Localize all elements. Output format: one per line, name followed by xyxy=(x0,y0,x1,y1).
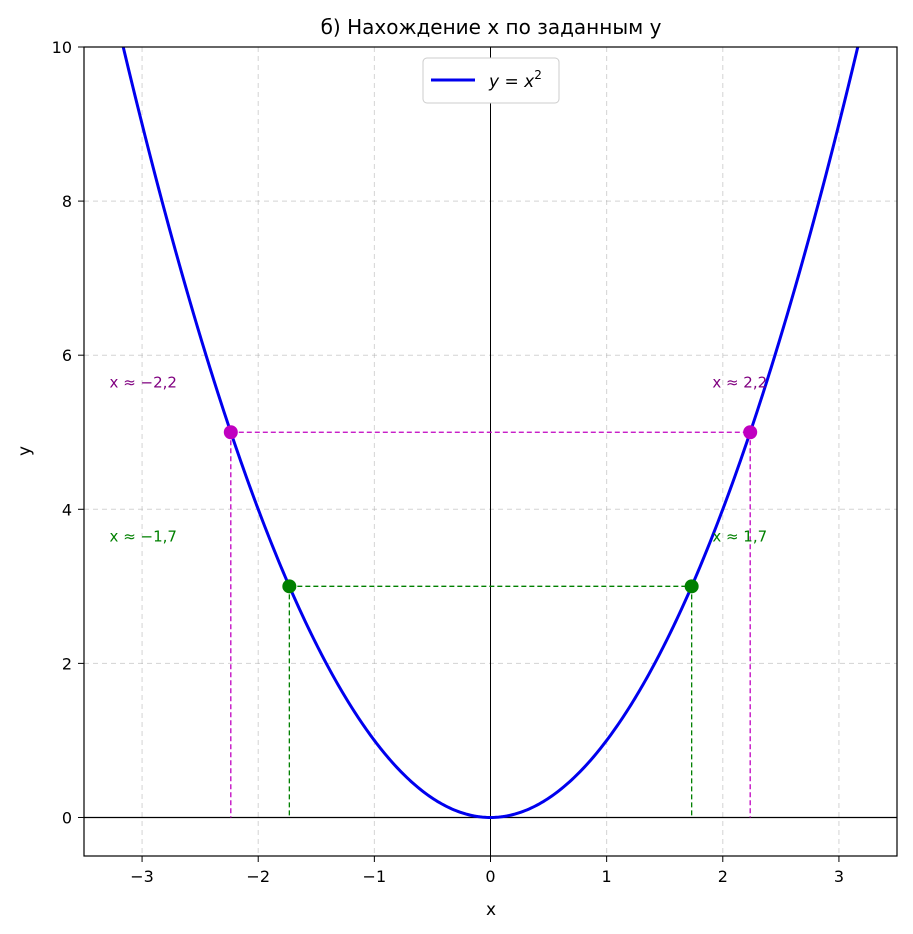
y-tick-label: 6 xyxy=(62,346,72,365)
annotation-left: x ≈ −2,2 xyxy=(110,374,177,392)
x-tick-label: −3 xyxy=(130,867,154,886)
x-ticks: −3 −2 −1 0 1 2 3 xyxy=(130,856,844,886)
axis-lines xyxy=(84,47,897,856)
x-tick-label: 1 xyxy=(602,867,612,886)
annotation-right: x ≈ 2,2 xyxy=(712,374,767,392)
legend-box xyxy=(422,57,560,104)
point-right xyxy=(684,579,699,594)
legend-label-x: x xyxy=(523,72,535,92)
points-group xyxy=(223,425,758,594)
point-left xyxy=(223,425,238,440)
x-tick-label: 3 xyxy=(834,867,844,886)
point-right xyxy=(743,425,758,440)
x-tick-label: 0 xyxy=(485,867,495,886)
y-tick-label: 0 xyxy=(62,808,72,827)
legend-label-y: y xyxy=(488,72,500,92)
x-tick-label: 2 xyxy=(718,867,728,886)
y-tick-label: 2 xyxy=(62,654,72,673)
point-left xyxy=(282,579,297,594)
legend-label: y = x2 xyxy=(488,68,542,92)
legend: y = x2 xyxy=(422,57,560,104)
y-tick-label: 8 xyxy=(62,192,72,211)
y-ticks: 0 2 4 6 8 10 xyxy=(52,38,84,827)
legend-label-exp: 2 xyxy=(534,68,542,82)
y-axis-label: y xyxy=(15,446,35,456)
series-line-parabola xyxy=(121,47,860,819)
guide-lines xyxy=(230,431,751,818)
series-group xyxy=(121,47,860,819)
x-axis-label: x xyxy=(486,900,496,920)
x-tick-label: −2 xyxy=(246,867,270,886)
annotations: x ≈ −2,2 x ≈ 2,2 x ≈ −1,7 x ≈ 1,7 xyxy=(110,374,768,546)
annotation-left: x ≈ −1,7 xyxy=(110,528,177,546)
x-tick-label: −1 xyxy=(363,867,387,886)
annotation-right: x ≈ 1,7 xyxy=(712,528,767,546)
chart-title: б) Нахождение x по заданным y xyxy=(321,15,662,39)
legend-label-eq: = xyxy=(499,72,524,92)
y-tick-label: 10 xyxy=(52,38,72,57)
y-tick-label: 4 xyxy=(62,500,72,519)
